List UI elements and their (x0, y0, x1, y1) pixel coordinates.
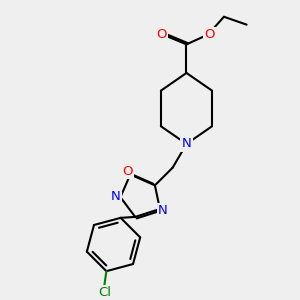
Text: N: N (158, 205, 168, 218)
Text: N: N (111, 190, 120, 203)
Text: O: O (122, 165, 133, 178)
Text: N: N (182, 137, 191, 150)
Text: O: O (157, 28, 167, 41)
Text: Cl: Cl (98, 286, 111, 299)
Text: O: O (204, 28, 214, 41)
